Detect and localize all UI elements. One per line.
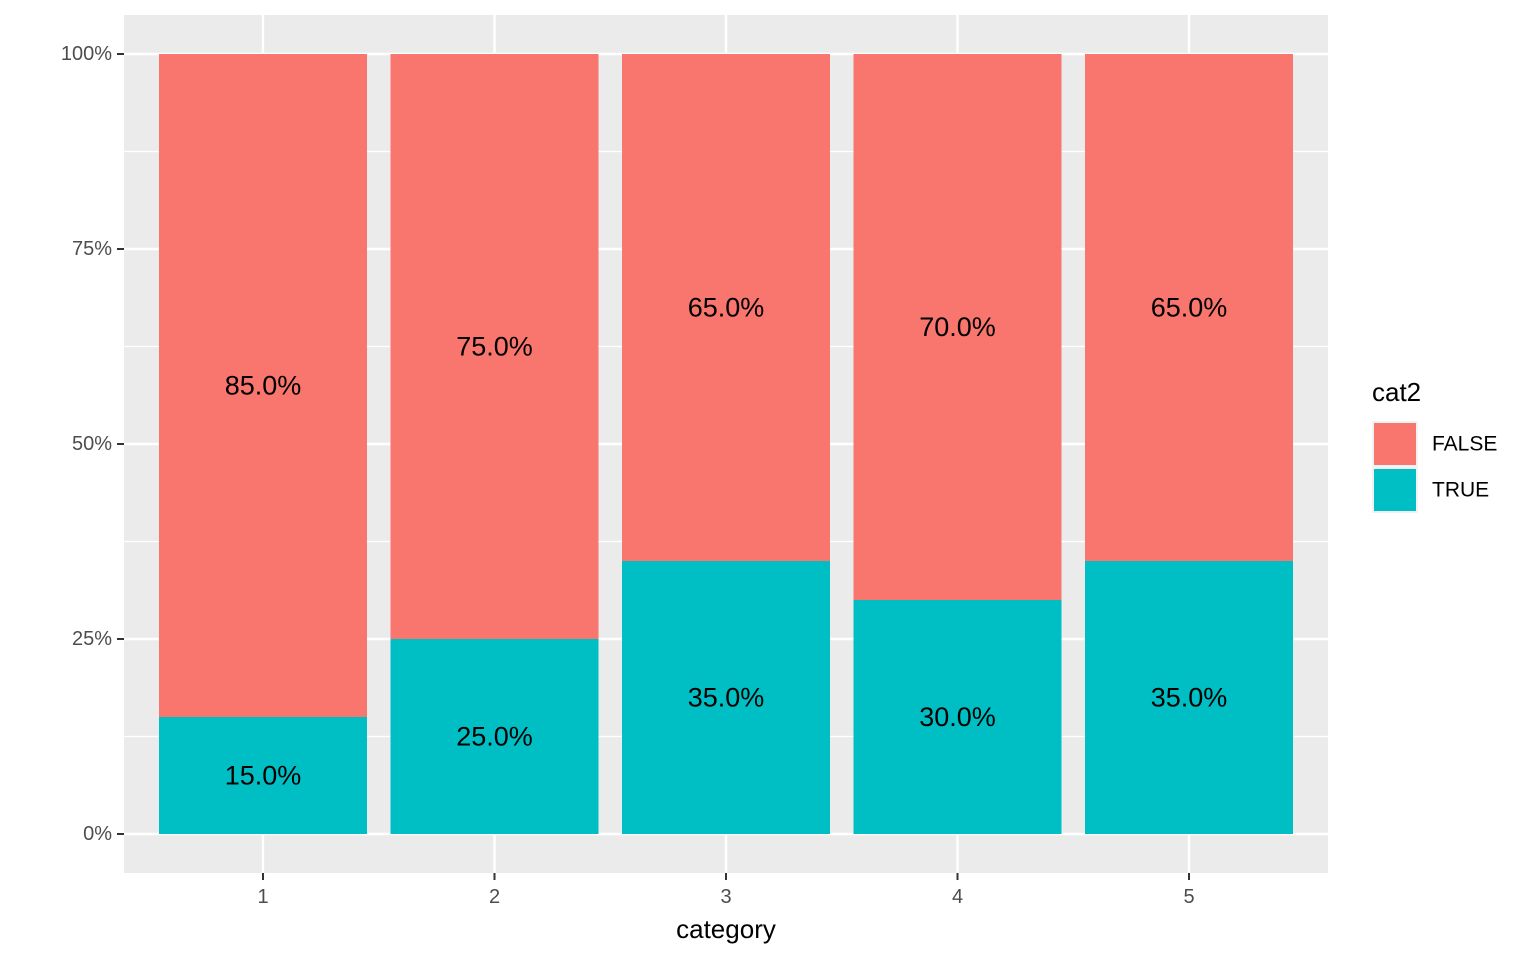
data-label-true-5: 35.0% [1151,683,1228,713]
bar-false-3 [622,54,830,561]
legend: cat2 FALSE TRUE [1372,377,1497,513]
data-label-false-2: 75.0% [456,332,533,362]
y-tick-label: 100% [61,43,112,65]
bar-data-labels: 15.0% 85.0% 25.0% 75.0% 35.0% 65.0% 30.0% 70.0%… [225,293,1228,791]
bar-true-4 [853,600,1062,834]
data-label-false-3: 65.0% [688,293,765,323]
bar-true-5 [1085,561,1293,834]
y-tick-label: 25% [72,628,112,650]
data-label-true-2: 25.0% [456,722,533,752]
legend-key-true [1374,469,1416,511]
data-label-false-5: 65.0% [1151,293,1228,323]
data-label-true-1: 15.0% [225,761,302,791]
y-tick-label: 0% [83,823,112,845]
x-axis: 1 2 3 4 5 [257,873,1195,908]
y-axis: 0% 25% 50% 75% 100% [61,43,124,845]
x-tick-label: 1 [257,886,268,908]
data-label-false-4: 70.0% [919,312,996,342]
y-tick-label: 75% [72,238,112,260]
legend-label-false: FALSE [1432,433,1497,456]
data-label-true-3: 35.0% [688,683,765,713]
x-tick-label: 5 [1183,886,1194,908]
bar-false-5 [1085,54,1293,561]
bars [159,54,1293,834]
x-tick-label: 2 [489,886,500,908]
x-tick-label: 4 [952,886,963,908]
bar-true-3 [622,561,830,834]
data-label-false-1: 85.0% [225,371,302,401]
y-tick-label: 50% [72,433,112,455]
x-tick-label: 3 [720,886,731,908]
bar-false-2 [390,54,599,639]
bar-false-4 [853,54,1062,600]
bar-true-2 [390,639,599,834]
legend-title: cat2 [1372,377,1421,407]
legend-key-false [1374,423,1416,465]
bar-false-1 [159,54,367,717]
x-axis-title: category [676,914,776,944]
bar-true-1 [159,717,367,834]
legend-label-true: TRUE [1432,479,1489,502]
data-label-true-4: 30.0% [919,702,996,732]
